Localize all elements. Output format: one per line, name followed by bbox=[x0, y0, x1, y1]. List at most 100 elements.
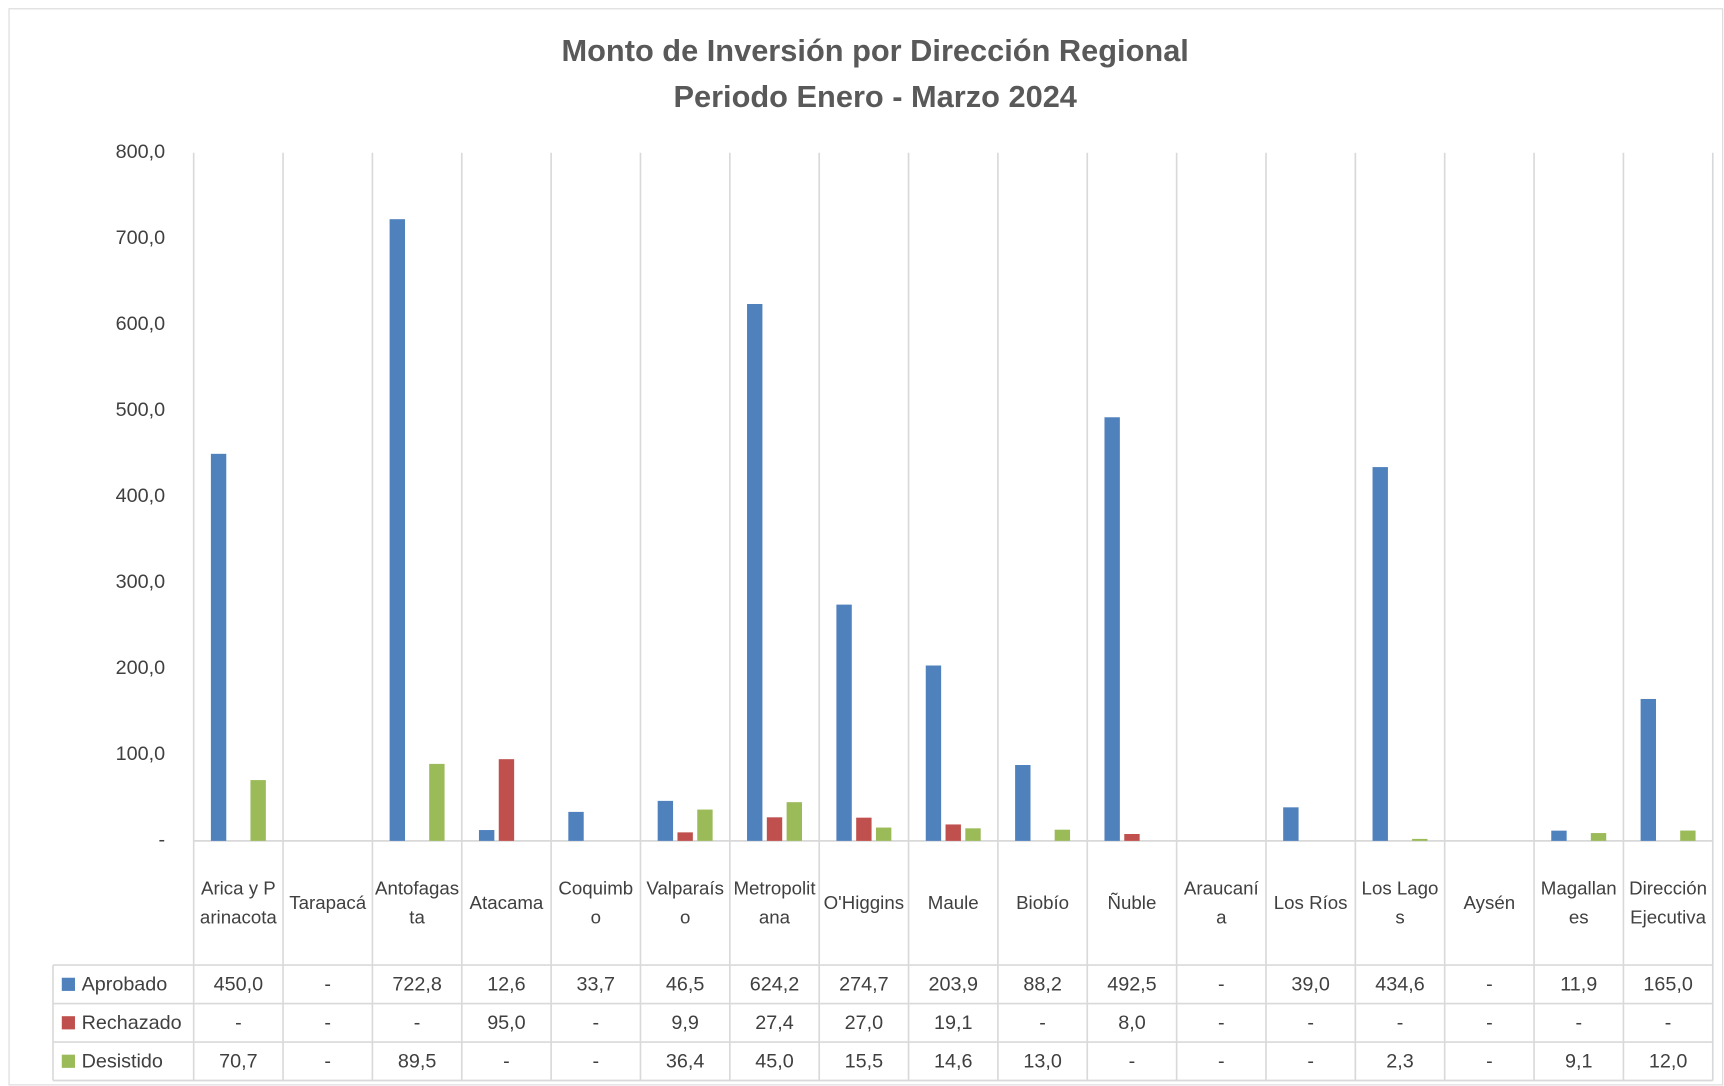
x-tick-label: Los Ríos bbox=[1273, 891, 1348, 913]
bar bbox=[657, 800, 674, 841]
table-value: 9,1 bbox=[1565, 1051, 1592, 1073]
x-tick-label: Araucanía bbox=[1183, 877, 1259, 928]
category-cell: Antofagasta bbox=[374, 877, 460, 928]
table-value: 11,9 bbox=[1560, 974, 1597, 996]
table-value: 88,2 bbox=[1023, 974, 1061, 996]
x-tick-label: Antofagasta bbox=[374, 877, 460, 928]
legend-swatch bbox=[61, 1054, 75, 1068]
table-value: - bbox=[1575, 1012, 1582, 1034]
bar bbox=[697, 809, 713, 841]
bar bbox=[210, 453, 227, 841]
x-tick-label: Coquimbo bbox=[558, 877, 634, 928]
y-tick-label: 400,0 bbox=[116, 485, 165, 507]
bar bbox=[677, 832, 693, 841]
bar bbox=[875, 827, 892, 841]
category-cell: Metropolitana bbox=[733, 877, 816, 928]
bar bbox=[1412, 838, 1428, 841]
x-tick-label: Biobío bbox=[1016, 891, 1070, 913]
table-value: 45,0 bbox=[755, 1051, 793, 1073]
table-value: 14,6 bbox=[934, 1051, 972, 1073]
table-value: - bbox=[1486, 1012, 1493, 1034]
x-tick-label: Metropolitana bbox=[733, 877, 816, 928]
x-tick-label: Ñuble bbox=[1107, 891, 1157, 913]
table-value: - bbox=[1218, 1051, 1225, 1073]
x-tick-label: Dirección Ejecutiva bbox=[1629, 877, 1708, 928]
y-tick-label: 800,0 bbox=[116, 141, 165, 163]
chart-subtitle: Periodo Enero - Marzo 2024 bbox=[673, 79, 1076, 114]
legend-swatch bbox=[61, 977, 75, 991]
x-tick-label: Valparaíso bbox=[646, 877, 724, 928]
bar bbox=[1640, 698, 1657, 841]
bar bbox=[856, 817, 872, 841]
table-value: 39,0 bbox=[1291, 974, 1329, 996]
category-cell: Magallanes bbox=[1540, 877, 1617, 928]
legend-label: Desistido bbox=[82, 1051, 163, 1073]
bar bbox=[478, 830, 495, 841]
table-value: - bbox=[1218, 1012, 1225, 1034]
table-value: 89,5 bbox=[398, 1051, 436, 1073]
x-tick-label: Los Lagos bbox=[1361, 877, 1439, 928]
table-value: - bbox=[1307, 1012, 1314, 1034]
legend-label: Rechazado bbox=[82, 1012, 182, 1034]
bar bbox=[1104, 417, 1120, 841]
y-tick-label: 700,0 bbox=[116, 227, 165, 249]
bar bbox=[429, 763, 445, 841]
table-value: 70,7 bbox=[219, 1051, 257, 1073]
x-tick-label: O'Higgins bbox=[823, 891, 905, 913]
table-value: 624,2 bbox=[750, 974, 799, 996]
bar bbox=[747, 303, 763, 841]
bar bbox=[389, 219, 405, 841]
category-cell: Biobío bbox=[1016, 891, 1070, 913]
category-cell: Dirección Ejecutiva bbox=[1629, 877, 1708, 928]
bar bbox=[250, 780, 266, 841]
table-value: - bbox=[1397, 1012, 1404, 1034]
table-value: - bbox=[1218, 974, 1225, 996]
y-tick-label: - bbox=[159, 829, 166, 851]
category-cell: O'Higgins bbox=[823, 891, 905, 913]
table-value: 2,3 bbox=[1386, 1051, 1413, 1073]
table-value: 27,0 bbox=[845, 1012, 883, 1034]
bar bbox=[786, 802, 802, 841]
x-tick-label: Maule bbox=[927, 891, 979, 913]
table-value: - bbox=[503, 1051, 510, 1073]
y-tick-label: 200,0 bbox=[116, 657, 165, 679]
table-value: 27,4 bbox=[755, 1012, 793, 1034]
bar bbox=[498, 759, 515, 841]
category-cell: Valparaíso bbox=[646, 877, 724, 928]
x-tick-label: Magallanes bbox=[1540, 877, 1617, 928]
bar bbox=[1015, 765, 1031, 841]
bar bbox=[925, 665, 942, 841]
bar bbox=[1590, 833, 1607, 841]
category-cell: Los Ríos bbox=[1273, 891, 1348, 913]
bar bbox=[965, 828, 981, 841]
table-value: - bbox=[414, 1012, 421, 1034]
bar bbox=[1680, 830, 1696, 841]
table-value: 33,7 bbox=[577, 974, 615, 996]
bar bbox=[568, 811, 584, 841]
table-value: - bbox=[593, 1012, 600, 1034]
table-value: - bbox=[324, 1012, 331, 1034]
table-value: - bbox=[1129, 1051, 1136, 1073]
x-tick-label: Aysén bbox=[1463, 891, 1516, 913]
category-cell: Los Lagos bbox=[1361, 877, 1439, 928]
category-cell: Arica y Parinacota bbox=[199, 877, 277, 928]
x-tick-label: Tarapacá bbox=[289, 891, 367, 913]
table-value: 15,5 bbox=[845, 1051, 883, 1073]
table-value: 8,0 bbox=[1118, 1012, 1145, 1034]
bar bbox=[1054, 829, 1071, 841]
table-value: 12,6 bbox=[487, 974, 525, 996]
category-cell: Araucanía bbox=[1183, 877, 1259, 928]
x-tick-label: Arica y Parinacota bbox=[199, 877, 277, 928]
y-tick-label: 300,0 bbox=[116, 571, 165, 593]
table-value: 95,0 bbox=[487, 1012, 525, 1034]
table-value: 450,0 bbox=[214, 974, 263, 996]
category-cell: Ñuble bbox=[1107, 891, 1157, 913]
table-value: 274,7 bbox=[839, 974, 888, 996]
category-cell: Maule bbox=[927, 891, 979, 913]
bar bbox=[945, 824, 961, 841]
y-tick-label: 500,0 bbox=[116, 399, 165, 421]
table-value: 165,0 bbox=[1643, 974, 1692, 996]
table-value: 36,4 bbox=[666, 1051, 704, 1073]
x-tick-label: Atacama bbox=[469, 891, 544, 913]
